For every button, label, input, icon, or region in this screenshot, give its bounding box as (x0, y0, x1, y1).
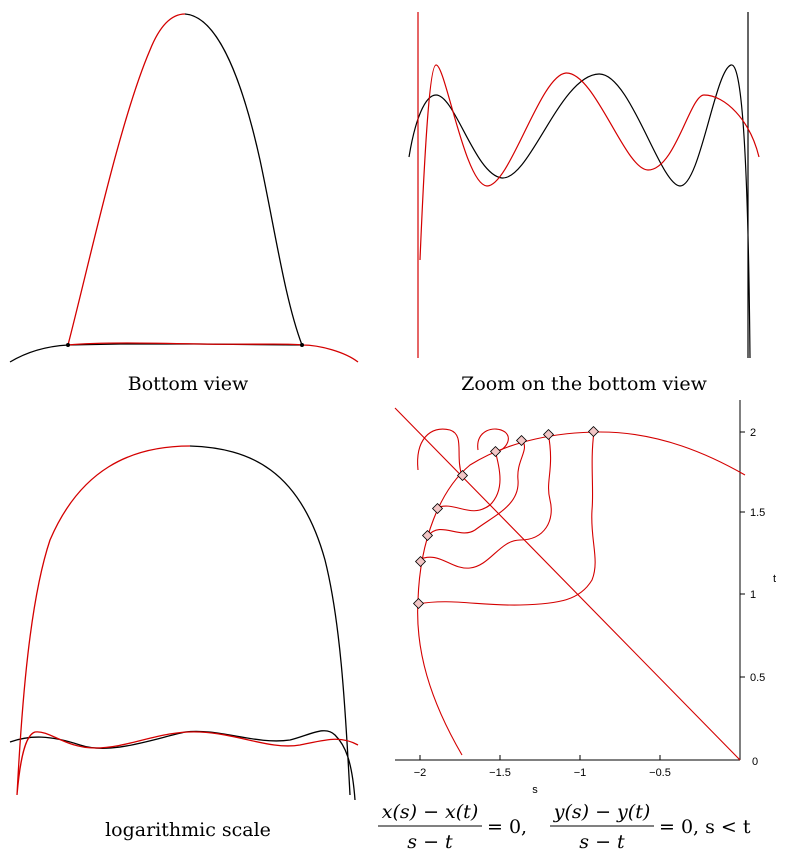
caption-zoom-view: Zoom on the bottom view (461, 373, 707, 395)
formula-denominator-1: s − t (407, 831, 453, 853)
diagonal-line (394, 407, 741, 761)
y-tick-label: 1 (750, 589, 756, 601)
y-ticks (740, 431, 745, 678)
y-axis-label: t (773, 573, 776, 585)
x-tick-label: −0.5 (649, 767, 671, 779)
black-curve (408, 12, 751, 359)
red-curve (417, 12, 760, 358)
red-curve (67, 13, 359, 363)
y-tick-label: 1.5 (750, 507, 765, 519)
wavy-curve (417, 431, 552, 569)
wavy-curve (417, 431, 596, 606)
black-curve (9, 13, 303, 363)
y-tick-label: 0.5 (750, 672, 765, 684)
intersection-markers (412, 425, 600, 610)
formula-numerator-1: x(s) − x(t) (382, 801, 478, 823)
endpoint-marker (66, 343, 70, 347)
panel-st-plot: −2 −1.5 −1 −0.5 0 0.5 1 1.5 2 s t (394, 400, 776, 796)
black-curve (9, 445, 356, 801)
wavy-curve (417, 428, 463, 477)
x-tick-label: 0 (752, 756, 758, 768)
x-axis-label: s (532, 784, 538, 796)
wavy-curve (477, 428, 509, 452)
x-tick-label: −1 (574, 767, 587, 779)
formula: x(s) − x(t) s − t = 0, y(s) − y(t) s − t… (378, 801, 751, 853)
x-tick-label: −1.5 (489, 767, 511, 779)
y-tick-label: 2 (750, 427, 756, 439)
wavy-curve (427, 439, 526, 537)
panel-bottom-view (9, 13, 359, 363)
formula-equals-2: = 0, s < t (659, 816, 751, 838)
panel-zoom-view (408, 12, 760, 359)
formula-denominator-2: s − t (579, 831, 625, 853)
arc-curve (417, 431, 746, 756)
panel-log-scale (9, 445, 359, 801)
wavy-curve (435, 449, 501, 512)
red-curve (16, 445, 359, 796)
endpoint-marker (300, 343, 304, 347)
x-tick-label: −2 (414, 767, 427, 779)
formula-numerator-2: y(s) − y(t) (553, 801, 651, 823)
caption-log-scale: logarithmic scale (105, 819, 271, 841)
formula-equals-1: = 0, (487, 816, 527, 838)
x-ticks (419, 755, 661, 760)
caption-bottom-view: Bottom view (128, 373, 249, 395)
